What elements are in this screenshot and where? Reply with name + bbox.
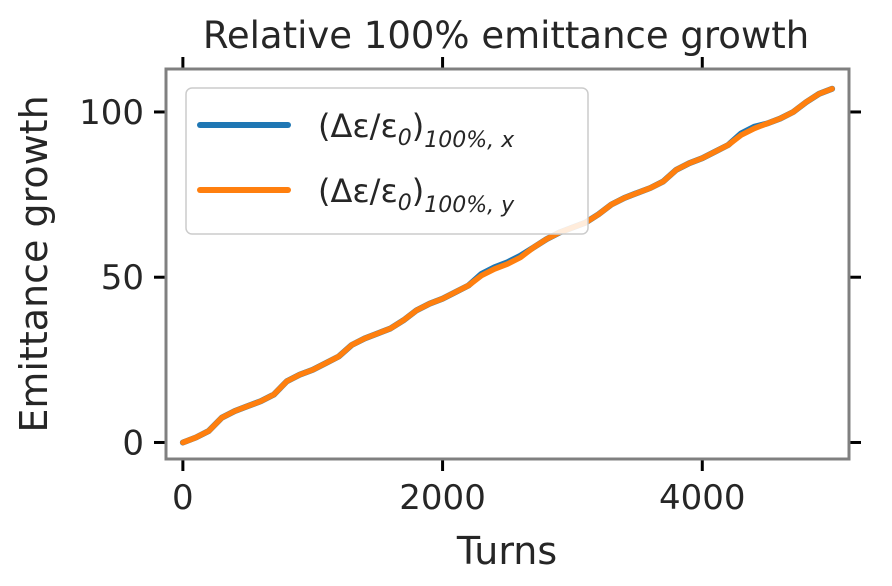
series-line-y bbox=[180, 86, 835, 446]
legend-label-x: (Δε/ε0)100%, x bbox=[318, 107, 515, 153]
legend: (Δε/ε0)100%, x (Δε/ε0)100%, y bbox=[185, 87, 589, 235]
x-tick-label: 2000 bbox=[399, 478, 486, 518]
x-axis-label: Turns bbox=[456, 529, 557, 573]
y-axis-label: Emittance growth bbox=[12, 95, 56, 432]
y-tick-label: 0 bbox=[122, 423, 144, 463]
y-tick-label: 100 bbox=[79, 93, 144, 133]
plot-frame bbox=[164, 67, 851, 461]
y-axis-ticks: 0 50 100 bbox=[79, 93, 861, 463]
x-tick-label: 0 bbox=[172, 478, 194, 518]
x-axis-ticks: 0 2000 4000 bbox=[172, 57, 746, 518]
chart-title: Relative 100% emittance growth bbox=[203, 14, 809, 57]
x-tick-label: 4000 bbox=[659, 478, 746, 518]
y-tick-label: 50 bbox=[101, 258, 144, 298]
legend-label-y: (Δε/ε0)100%, y bbox=[318, 172, 515, 218]
plot-series bbox=[179, 85, 836, 446]
